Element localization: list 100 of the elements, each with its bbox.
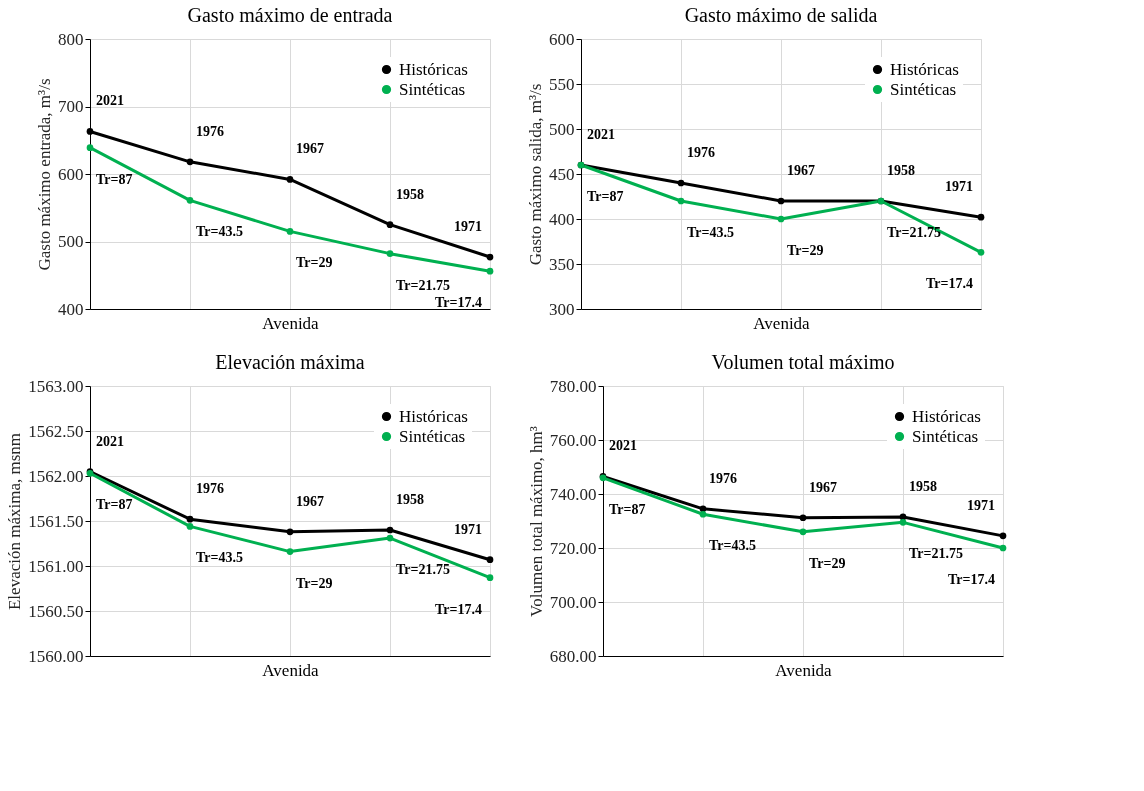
- y-tick-label: 600: [549, 29, 575, 49]
- annotation: Tr=87: [609, 501, 646, 517]
- y-tick-label: 700: [58, 97, 84, 116]
- point: [186, 196, 194, 204]
- point: [86, 128, 94, 135]
- y-tick-label: 1560.00: [28, 646, 84, 666]
- y-tick-label: 400: [549, 209, 575, 229]
- y-tick-label: 1562.50: [28, 421, 84, 441]
- annotation: 1971: [945, 179, 973, 195]
- y-tick-label: 600: [58, 164, 84, 184]
- annotation: Tr=21.75: [887, 225, 941, 240]
- point: [677, 197, 685, 205]
- y-tick-label: 1560.50: [28, 601, 84, 621]
- y-tick-label: 500: [58, 232, 84, 251]
- annotation: 1958: [396, 492, 424, 507]
- y-tick-label: 400: [58, 299, 84, 319]
- point: [386, 534, 394, 542]
- annotation: 1976: [196, 123, 224, 139]
- legend-label: Históricas: [399, 406, 468, 426]
- y-axis-title: Gasto máximo entrada, m³/s: [35, 78, 54, 271]
- annotation: Tr=29: [296, 575, 333, 591]
- annotation: 1958: [909, 478, 937, 494]
- point: [999, 532, 1007, 540]
- legend-label: Históricas: [912, 406, 981, 426]
- point: [286, 176, 294, 183]
- point: [186, 515, 194, 523]
- annotation: Tr=17.4: [435, 295, 482, 311]
- annotation: 1967: [787, 163, 815, 178]
- point: [286, 228, 294, 235]
- y-tick-label: 1562.00: [28, 466, 84, 486]
- legend-label: Históricas: [399, 59, 468, 79]
- legend-label: Históricas: [890, 59, 959, 79]
- point: [86, 144, 94, 152]
- y-axis-title: Gasto máximo salida, m³/s: [526, 83, 545, 266]
- annotation: 1971: [967, 497, 995, 513]
- y-axis-title: Elevación máxima, msnm: [5, 432, 25, 611]
- chart-title: Gasto máximo de entrada: [187, 4, 393, 26]
- x-axis-title: Avenida: [262, 660, 320, 680]
- point: [486, 267, 494, 275]
- annotation: 2021: [587, 127, 615, 142]
- legend-label: Sintéticas: [399, 426, 466, 446]
- annotation: Tr=29: [296, 255, 333, 271]
- point: [977, 248, 985, 256]
- point: [286, 548, 294, 555]
- legend-label: Sintéticas: [912, 426, 979, 446]
- point: [386, 221, 394, 228]
- annotation: Tr=43.5: [196, 550, 243, 566]
- point: [899, 519, 907, 526]
- annotation: 1971: [454, 521, 482, 537]
- annotation: Tr=43.5: [709, 538, 756, 554]
- legend-label: Sintéticas: [399, 79, 466, 99]
- y-tick-label: 780.00: [549, 376, 597, 396]
- annotation: Tr=29: [787, 243, 824, 258]
- point: [486, 253, 494, 261]
- point: [799, 528, 807, 536]
- point: [186, 158, 194, 166]
- annotation: 1976: [687, 145, 715, 160]
- annotation: 1971: [454, 219, 482, 235]
- point: [999, 544, 1007, 552]
- y-tick-label: 500: [549, 119, 575, 139]
- x-axis-title: Avenida: [775, 660, 833, 680]
- annotation: Tr=17.4: [435, 601, 482, 617]
- y-tick-label: 800: [58, 29, 84, 49]
- annotation: Tr=21.75: [909, 546, 963, 562]
- annotation: Tr=43.5: [196, 224, 243, 240]
- point: [799, 514, 807, 522]
- annotation: Tr=21.75: [396, 277, 450, 293]
- y-axis-title: Volumen total máximo, hm³: [526, 426, 546, 617]
- annotation: Tr=29: [809, 555, 846, 571]
- y-tick-label: 740.00: [549, 484, 597, 504]
- annotation: 1958: [887, 163, 915, 178]
- point: [486, 574, 494, 582]
- y-tick-label: 300: [549, 299, 575, 319]
- y-tick-label: 350: [549, 254, 575, 274]
- point: [286, 528, 294, 536]
- point: [186, 523, 194, 530]
- annotation: Tr=87: [587, 189, 624, 204]
- point: [386, 526, 394, 534]
- y-tick-label: 550: [549, 74, 575, 94]
- y-tick-label: 1561.50: [28, 511, 84, 531]
- y-tick-label: 700.00: [549, 592, 597, 612]
- annotation: Tr=87: [96, 497, 133, 513]
- annotation: Tr=87: [96, 171, 133, 187]
- annotation: 2021: [96, 93, 124, 109]
- annotation: 1967: [296, 141, 324, 157]
- annotation: Tr=17.4: [926, 276, 973, 292]
- legend-label: Sintéticas: [890, 79, 957, 99]
- point: [777, 215, 785, 223]
- annotation: 2021: [96, 433, 124, 449]
- y-tick-label: 450: [549, 164, 575, 184]
- y-tick-label: 760.00: [549, 430, 597, 450]
- y-tick-label: 1561.00: [28, 556, 84, 576]
- annotation: Tr=43.5: [687, 225, 734, 240]
- chart-title: Gasto máximo de salida: [684, 4, 878, 26]
- y-tick-label: 680.00: [549, 646, 597, 666]
- annotation: 1967: [809, 479, 837, 495]
- x-axis-title: Avenida: [262, 313, 320, 333]
- point: [677, 179, 685, 187]
- annotation: Tr=17.4: [948, 572, 995, 587]
- point: [699, 510, 707, 518]
